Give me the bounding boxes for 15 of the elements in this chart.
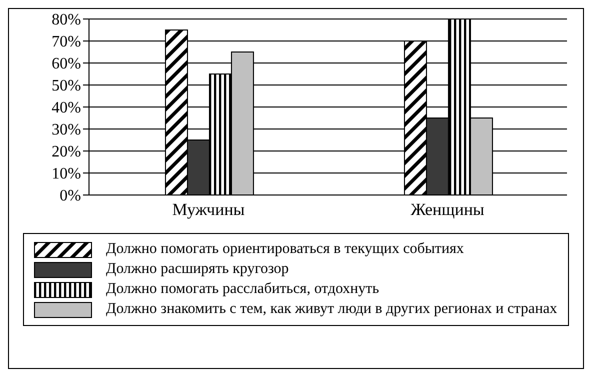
legend-label: Должно помогать расслабиться, отдохнуть xyxy=(106,281,380,298)
y-tick-label: 80% xyxy=(52,12,81,29)
legend-label: Должно помогать ориентироваться в текущих событиях xyxy=(106,241,464,258)
y-tick-label: 50% xyxy=(52,78,81,95)
legend-label: Должно знакомить с тем, как живут люди в других регионах и странах xyxy=(106,301,558,318)
y-tick-label: 10% xyxy=(52,166,81,183)
legend-label: Должно расширять кругозор xyxy=(106,261,289,278)
x-tick-label: Мужчины xyxy=(172,200,246,220)
x-tick-label: Женщины xyxy=(410,200,485,220)
y-tick-label: 40% xyxy=(52,100,81,117)
y-tick-label: 30% xyxy=(52,122,81,139)
y-tick-label: 70% xyxy=(52,34,81,51)
y-tick-label: 0% xyxy=(60,188,81,205)
y-tick-label: 60% xyxy=(52,56,81,73)
y-tick-label: 20% xyxy=(52,144,81,161)
